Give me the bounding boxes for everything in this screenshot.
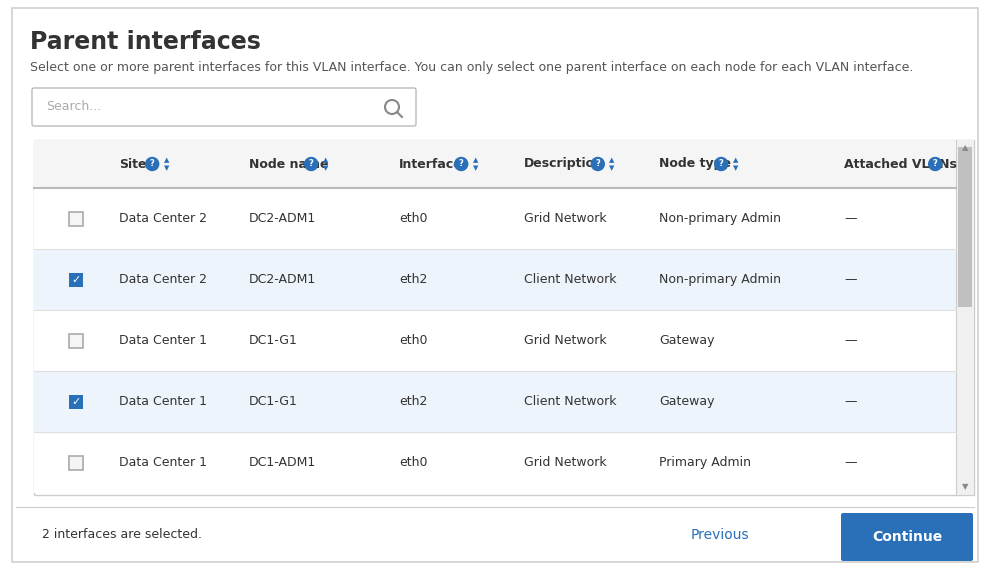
Text: ▲: ▲ — [323, 157, 328, 163]
Text: ▲: ▲ — [472, 157, 478, 163]
Bar — [956, 140, 974, 495]
Text: Search...: Search... — [46, 100, 101, 113]
Text: Grid Network: Grid Network — [524, 456, 607, 469]
Bar — [69, 211, 83, 226]
Text: Non-primary Admin: Non-primary Admin — [659, 273, 781, 286]
Bar — [34, 371, 956, 432]
Text: Description: Description — [524, 157, 604, 170]
Text: Client Network: Client Network — [524, 395, 617, 408]
Bar — [958, 147, 972, 307]
Text: Data Center 1: Data Center 1 — [119, 334, 207, 347]
Text: Non-primary Admin: Non-primary Admin — [659, 212, 781, 225]
Text: —: — — [844, 456, 856, 469]
Text: Grid Network: Grid Network — [524, 212, 607, 225]
Bar — [69, 333, 83, 348]
Text: ▼: ▼ — [609, 165, 615, 171]
Bar — [34, 432, 956, 493]
Text: 2 interfaces are selected.: 2 interfaces are selected. — [42, 528, 202, 541]
Bar — [34, 310, 956, 371]
Text: ?: ? — [595, 160, 600, 169]
Text: ▼: ▼ — [163, 165, 169, 171]
Circle shape — [454, 157, 467, 170]
Bar — [69, 455, 83, 470]
Text: —: — — [844, 212, 856, 225]
Text: eth0: eth0 — [399, 212, 428, 225]
Text: ▼: ▼ — [733, 165, 738, 171]
Text: —: — — [844, 334, 856, 347]
Bar — [34, 249, 956, 310]
Text: ?: ? — [309, 160, 314, 169]
Text: Node type: Node type — [659, 157, 731, 170]
Text: eth2: eth2 — [399, 273, 428, 286]
Text: Data Center 1: Data Center 1 — [119, 395, 207, 408]
Text: ▲: ▲ — [733, 157, 738, 163]
Text: ?: ? — [933, 160, 938, 169]
Text: ▼: ▼ — [323, 165, 328, 171]
Text: Attached VLANs: Attached VLANs — [844, 157, 957, 170]
Text: eth2: eth2 — [399, 395, 428, 408]
Text: ?: ? — [149, 160, 154, 169]
Circle shape — [305, 157, 318, 170]
Text: ?: ? — [458, 160, 463, 169]
Text: DC2-ADM1: DC2-ADM1 — [249, 273, 316, 286]
Bar — [34, 140, 974, 495]
Circle shape — [929, 157, 941, 170]
FancyBboxPatch shape — [841, 513, 973, 561]
Circle shape — [715, 157, 728, 170]
Text: ✓: ✓ — [71, 397, 81, 406]
Text: Parent interfaces: Parent interfaces — [30, 30, 261, 54]
Text: eth0: eth0 — [399, 334, 428, 347]
Text: ▼: ▼ — [961, 482, 968, 491]
Text: Interface: Interface — [399, 157, 462, 170]
Text: ▲: ▲ — [163, 157, 169, 163]
Text: ▼: ▼ — [472, 165, 478, 171]
Text: Site: Site — [119, 157, 147, 170]
Text: DC2-ADM1: DC2-ADM1 — [249, 212, 316, 225]
Text: DC1-G1: DC1-G1 — [249, 395, 298, 408]
Text: DC1-G1: DC1-G1 — [249, 334, 298, 347]
Text: —: — — [844, 395, 856, 408]
Text: Grid Network: Grid Network — [524, 334, 607, 347]
Text: —: — — [844, 273, 856, 286]
Text: DC1-ADM1: DC1-ADM1 — [249, 456, 316, 469]
Text: Client Network: Client Network — [524, 273, 617, 286]
Circle shape — [591, 157, 604, 170]
Bar — [69, 394, 83, 409]
Text: Gateway: Gateway — [659, 334, 715, 347]
Text: ✓: ✓ — [71, 275, 81, 284]
Bar — [34, 140, 956, 188]
Text: Select one or more parent interfaces for this VLAN interface. You can only selec: Select one or more parent interfaces for… — [30, 62, 914, 75]
Text: eth0: eth0 — [399, 456, 428, 469]
Bar — [34, 188, 956, 249]
Text: ▲: ▲ — [609, 157, 615, 163]
Text: Data Center 2: Data Center 2 — [119, 212, 207, 225]
Text: Previous: Previous — [691, 528, 749, 542]
Text: ?: ? — [719, 160, 724, 169]
Text: Primary Admin: Primary Admin — [659, 456, 751, 469]
Circle shape — [146, 157, 158, 170]
Text: Data Center 1: Data Center 1 — [119, 456, 207, 469]
Text: Gateway: Gateway — [659, 395, 715, 408]
Text: Continue: Continue — [872, 530, 942, 544]
Text: Data Center 2: Data Center 2 — [119, 273, 207, 286]
Bar — [69, 272, 83, 287]
Text: ▲: ▲ — [961, 144, 968, 153]
FancyBboxPatch shape — [32, 88, 416, 126]
Text: Node name: Node name — [249, 157, 329, 170]
